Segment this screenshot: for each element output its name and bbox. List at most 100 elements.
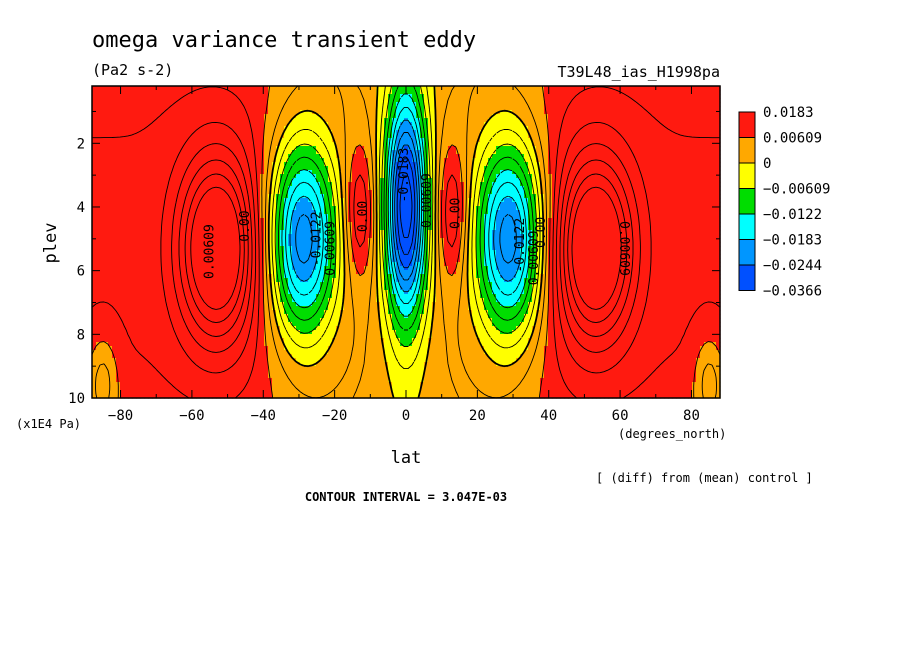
field-cell [504,146,509,151]
field-cell [492,102,497,107]
field-cell [116,190,121,195]
field-cell [496,198,501,203]
field-cell [620,110,625,115]
field-cell [352,142,357,147]
field-cell [692,90,697,95]
field-cell [212,202,217,207]
field-cell [428,158,433,163]
field-cell [100,110,105,115]
field-cell [436,118,441,123]
field-cell [424,102,429,107]
field-cell [300,170,305,175]
field-cell [524,138,529,143]
field-cell [716,134,721,139]
field-cell [648,138,653,143]
field-cell [500,210,505,215]
field-cell [188,178,193,183]
field-cell [92,182,97,187]
field-cell [628,94,633,99]
field-cell [400,206,405,211]
field-cell [320,86,325,91]
field-cell [480,186,485,191]
field-cell [340,130,345,135]
field-cell [188,118,193,123]
field-cell [108,106,113,111]
field-cell [188,154,193,159]
field-cell [232,162,237,167]
field-cell [556,174,561,179]
field-cell [692,138,697,143]
field-cell [340,178,345,183]
field-cell [340,154,345,159]
field-cell [412,98,417,103]
field-cell [408,138,413,143]
field-cell [140,142,145,147]
field-cell [608,166,613,171]
field-cell [548,98,553,103]
field-cell [672,150,677,155]
field-cell [344,146,349,151]
field-cell [632,190,637,195]
field-cell [216,190,221,195]
field-cell [600,174,605,179]
field-cell [444,158,449,163]
field-cell [120,126,125,131]
field-cell [120,150,125,155]
field-cell [136,206,141,211]
field-cell [92,166,97,171]
field-cell [176,146,181,151]
field-cell [696,102,701,107]
field-cell [220,190,225,195]
field-cell [460,174,465,179]
field-cell [412,154,417,159]
field-cell [228,134,233,139]
field-cell [104,142,109,147]
field-cell [488,186,493,191]
field-cell [652,166,657,171]
field-cell [524,122,529,127]
field-cell [696,126,701,131]
field-cell [672,194,677,199]
field-cell [196,142,201,147]
field-cell [120,114,125,119]
field-cell [340,86,345,91]
field-cell [336,138,341,143]
field-cell [116,106,121,111]
field-cell [628,202,633,207]
field-cell [652,126,657,131]
field-cell [656,202,661,207]
field-cell [452,194,457,199]
field-cell [592,138,597,143]
field-cell [584,174,589,179]
field-cell [180,110,185,115]
field-cell [364,122,369,127]
field-cell [308,110,313,115]
field-cell [464,106,469,111]
field-cell [144,134,149,139]
field-cell [208,206,213,211]
field-cell [472,110,477,115]
field-cell [644,86,649,91]
field-cell [392,194,397,199]
chart-title: omega variance transient eddy [92,28,476,53]
field-cell [468,166,473,171]
field-cell [356,150,361,155]
field-cell [132,190,137,195]
field-cell [384,162,389,167]
field-cell [452,182,457,187]
field-cell [648,90,653,95]
field-cell [532,174,537,179]
field-cell [712,142,717,147]
field-cell [692,130,697,135]
field-cell [668,146,673,151]
field-cell [208,134,213,139]
field-cell [236,170,241,175]
field-cell [380,202,385,207]
field-cell [604,206,609,211]
field-cell [196,106,201,111]
field-cell [408,150,413,155]
field-cell [148,90,153,95]
field-cell [180,166,185,171]
field-cell [280,202,285,207]
field-cell [116,110,121,115]
